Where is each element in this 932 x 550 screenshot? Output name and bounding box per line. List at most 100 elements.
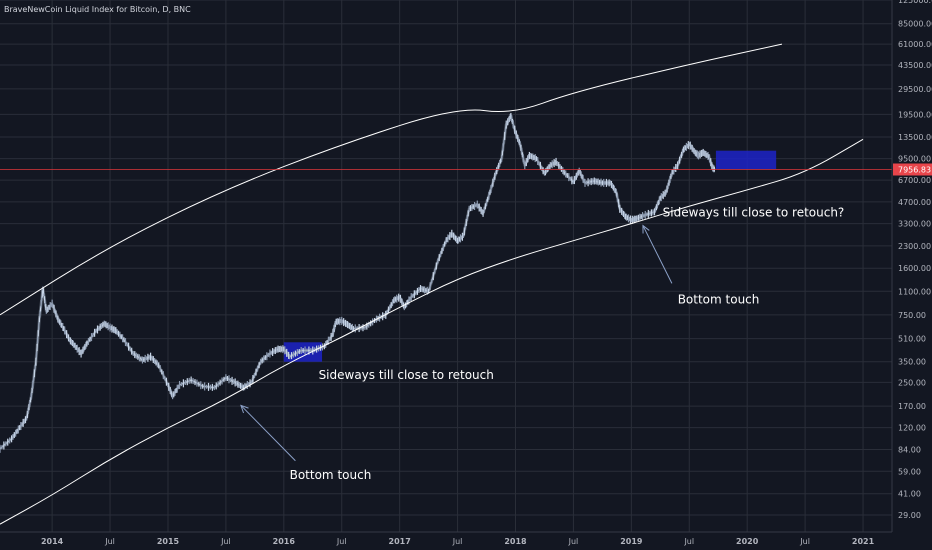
price-candle — [644, 210, 646, 219]
price-candle — [601, 180, 603, 186]
price-tick-label: 750.00 — [898, 311, 926, 320]
price-candle — [635, 215, 637, 222]
price-candle — [16, 428, 18, 434]
price-candle — [168, 386, 171, 392]
time-tick-label: 2020 — [736, 537, 759, 546]
price-candle — [613, 185, 615, 193]
price-candle — [274, 347, 276, 355]
price-candle — [149, 352, 152, 361]
price-candle — [184, 379, 186, 385]
price-candle — [667, 182, 669, 189]
price-tick-label: 3300.00 — [898, 220, 931, 229]
price-candle — [497, 165, 499, 172]
price-candle — [568, 173, 570, 182]
price-candle — [396, 294, 398, 303]
price-candle — [258, 362, 260, 369]
price-candle — [609, 180, 612, 186]
price-candle — [490, 185, 492, 194]
price-tick-label: 84.00 — [898, 446, 921, 455]
price-candle — [653, 208, 656, 216]
price-candle — [464, 224, 466, 230]
price-candle — [483, 206, 485, 213]
price-candle — [415, 290, 417, 296]
price-candle — [32, 380, 34, 389]
arrow-bottom-touch-2019 — [642, 225, 673, 284]
price-tick-label: 125000.00 — [898, 0, 932, 5]
price-candle — [351, 323, 353, 332]
time-tick-label: Jul — [683, 537, 694, 546]
price-candle — [539, 161, 542, 170]
price-candle — [447, 234, 449, 243]
price-candle — [61, 322, 63, 328]
price-candle — [479, 206, 481, 212]
price-candle — [35, 357, 37, 366]
price-candle — [512, 120, 514, 129]
price-candle — [519, 141, 521, 148]
price-candle — [60, 320, 62, 328]
price-candle — [398, 293, 400, 302]
price-candle — [190, 376, 192, 384]
price-candle — [90, 333, 93, 342]
price-candle — [96, 325, 99, 334]
price-candle — [671, 169, 673, 177]
price-candle — [693, 148, 695, 155]
price-candle — [623, 211, 626, 219]
price-axis-bg — [892, 0, 932, 550]
price-candle — [563, 169, 565, 176]
price-candle — [608, 179, 610, 187]
price-candle — [63, 326, 65, 332]
price-candle — [507, 118, 509, 126]
price-candle — [29, 399, 31, 407]
annotation-sideways-2016: Sideways till close to retouch — [319, 368, 494, 382]
price-candle — [701, 149, 704, 156]
price-candle — [233, 379, 235, 385]
price-candle — [670, 173, 672, 179]
price-candle — [680, 151, 683, 158]
price-candle — [456, 237, 459, 244]
price-candle — [77, 347, 79, 352]
price-candle — [681, 148, 684, 156]
price-candle — [342, 319, 344, 324]
price-candle — [672, 169, 674, 175]
price-candle — [499, 159, 501, 167]
price-candle — [110, 326, 112, 331]
price-candle — [509, 113, 511, 121]
price-candle — [514, 130, 517, 135]
price-candle — [5, 441, 7, 447]
price-candle — [98, 325, 100, 331]
price-candle — [143, 356, 145, 362]
price-candle — [633, 215, 635, 223]
price-candle — [255, 368, 257, 376]
price-candle — [282, 345, 284, 354]
price-candle — [493, 176, 495, 182]
price-candle — [684, 145, 687, 151]
price-candle — [513, 125, 515, 130]
price-candle — [341, 316, 343, 325]
price-candle — [626, 215, 629, 221]
price-candle — [528, 154, 530, 161]
price-candle — [437, 258, 439, 264]
price-candle — [550, 162, 552, 168]
price-candle — [675, 163, 677, 172]
price-candle — [124, 338, 127, 347]
price-candle — [679, 154, 682, 161]
time-axis[interactable]: 2014 Jul 2015 Jul 2016 Jul 2017 Jul 2018 Jul 2019 J… — [0, 531, 932, 550]
price-axis[interactable]: 125000.00 85000.00 61000.00 43500.00 29500.0… — [891, 0, 932, 550]
price-candle — [592, 178, 594, 185]
price-candle — [631, 215, 633, 224]
price-candle — [441, 247, 443, 254]
price-candle — [700, 151, 702, 157]
price-candle — [329, 336, 331, 341]
price-candle — [39, 310, 41, 318]
price-candle — [167, 382, 169, 387]
price-candle — [685, 142, 687, 151]
price-candle — [616, 193, 619, 202]
price-candle — [280, 345, 282, 353]
price-candle — [607, 180, 609, 186]
price-candle — [180, 382, 183, 387]
price-candle — [678, 160, 680, 166]
price-candle — [560, 165, 563, 172]
price-candle — [410, 293, 412, 302]
price-candle — [629, 215, 631, 224]
